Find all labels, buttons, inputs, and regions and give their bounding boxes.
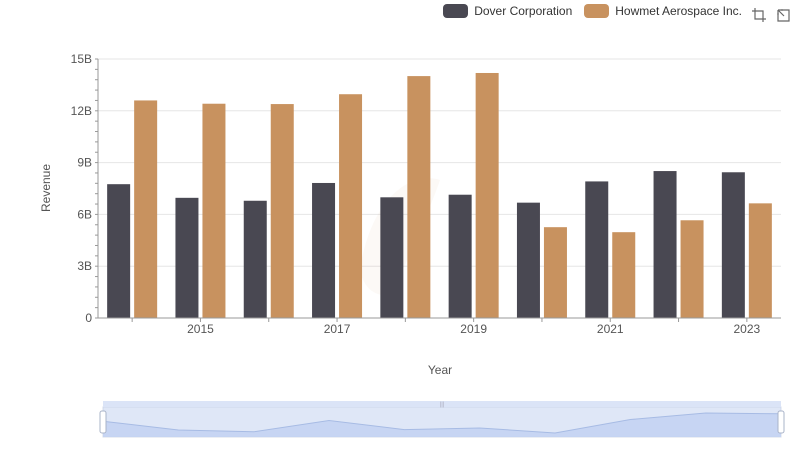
- legend-swatch-dover: [443, 4, 469, 18]
- legend-swatch-howmet: [584, 4, 610, 18]
- x-tick-label: 2015: [187, 322, 214, 336]
- datazoom-selected-range[interactable]: [103, 407, 781, 437]
- bar-dover-2022[interactable]: [653, 171, 677, 318]
- bar-howmet-2015[interactable]: [202, 103, 226, 318]
- bar-dover-2015[interactable]: [175, 197, 199, 318]
- x-tick-label: 2021: [597, 322, 624, 336]
- y-tick-label: 3B: [77, 259, 92, 273]
- datazoom-move-bar[interactable]: [103, 401, 781, 407]
- bar-howmet-2022[interactable]: [680, 220, 704, 318]
- bar-dover-2014[interactable]: [107, 184, 131, 318]
- y-tick-label: 15B: [71, 52, 92, 66]
- x-tick-label: 2017: [324, 322, 351, 336]
- bar-howmet-2019[interactable]: [475, 72, 499, 319]
- chart-legend: Dover Corporation Howmet Aerospace Inc.: [443, 4, 742, 18]
- bar-dover-2020[interactable]: [516, 202, 540, 318]
- grid-lines: [98, 58, 781, 319]
- bar-dover-2021[interactable]: [585, 181, 609, 318]
- x-axis: 2015 2017 2019 2021 2023: [98, 317, 781, 336]
- bar-dover-2017[interactable]: [312, 182, 336, 318]
- bar-howmet-2014[interactable]: [134, 100, 158, 318]
- zoom-reset-icon[interactable]: [774, 6, 792, 24]
- datazoom-grip-icon[interactable]: |||: [440, 402, 445, 408]
- y-tick-label: 6B: [77, 207, 92, 221]
- bars: [107, 72, 772, 319]
- datazoom-right-handle[interactable]: [777, 410, 785, 434]
- x-tick-label: 2019: [460, 322, 487, 336]
- legend-label-dover: Dover Corporation: [474, 4, 573, 18]
- datazoom-slider: |||: [99, 401, 785, 438]
- y-tick-label: 12B: [71, 104, 92, 118]
- chart-toolbox: [750, 6, 792, 24]
- y-tick-label: 0: [85, 311, 92, 325]
- bar-dover-2018[interactable]: [380, 197, 404, 318]
- zoom-icon[interactable]: [750, 6, 768, 24]
- x-axis-title: Year: [428, 363, 452, 377]
- bar-dover-2016[interactable]: [243, 200, 267, 318]
- bar-howmet-2023[interactable]: [748, 203, 772, 318]
- bar-howmet-2021[interactable]: [612, 232, 636, 318]
- datazoom-left-handle[interactable]: [99, 410, 107, 434]
- legend-item-howmet[interactable]: Howmet Aerospace Inc.: [584, 4, 742, 18]
- y-axis-title: Revenue: [39, 164, 53, 212]
- y-axis: 0 3B 6B 9B 12B 15B: [71, 52, 99, 325]
- bar-dover-2019[interactable]: [448, 194, 472, 318]
- x-tick-label: 2023: [733, 322, 760, 336]
- bar-dover-2023[interactable]: [721, 172, 745, 318]
- bar-howmet-2016[interactable]: [270, 104, 294, 318]
- legend-item-dover[interactable]: Dover Corporation: [443, 4, 572, 18]
- legend-label-howmet: Howmet Aerospace Inc.: [615, 4, 742, 18]
- bar-howmet-2017[interactable]: [339, 94, 363, 318]
- datazoom-preview-area: [103, 413, 781, 437]
- bar-howmet-2018[interactable]: [407, 76, 431, 319]
- datazoom-preview-line: [102, 412, 782, 434]
- bar-howmet-2020[interactable]: [543, 227, 567, 318]
- y-tick-label: 9B: [77, 156, 92, 170]
